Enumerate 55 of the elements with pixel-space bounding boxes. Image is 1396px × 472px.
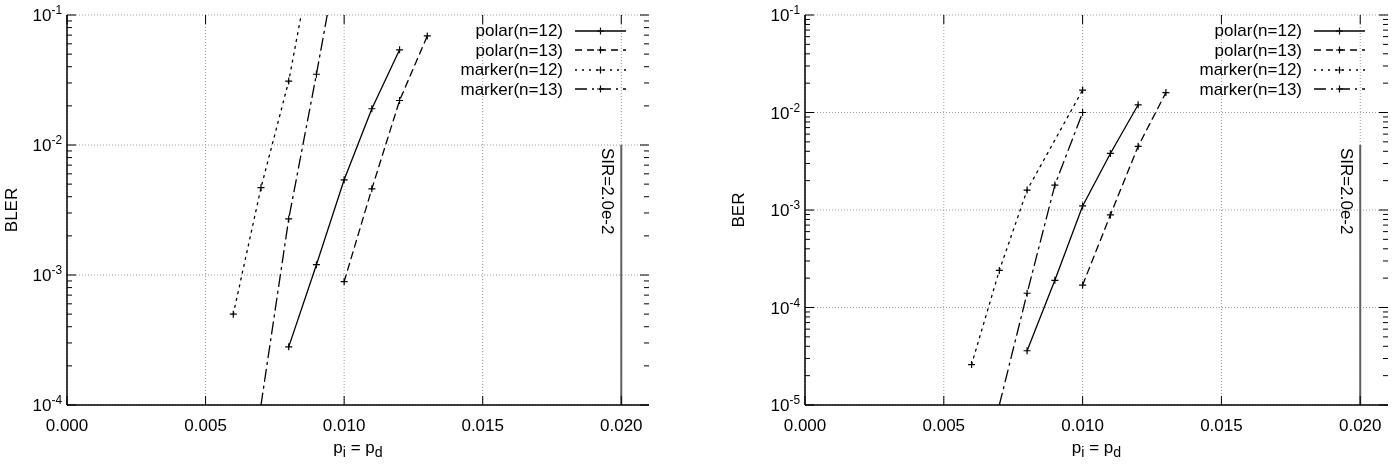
point (284, 214, 293, 224)
point (1134, 100, 1143, 109)
x-tick-label: 0.005 (184, 416, 227, 435)
legend-label: polar(n=13) (475, 40, 563, 60)
legend-label: marker(n=12) (460, 60, 563, 80)
point (284, 77, 293, 86)
point (1050, 276, 1059, 285)
point (1161, 88, 1170, 97)
legend-label: marker(n=13) (1199, 79, 1302, 99)
point (423, 31, 432, 41)
x-axis-title: p$_{i}$ = p$_{d}$ (333, 437, 383, 463)
x-tick-label: 0.020 (600, 416, 643, 435)
x-tick-label: 0.015 (1200, 416, 1243, 435)
x-tick-label: 0.010 (1061, 416, 1104, 435)
point (1023, 186, 1032, 195)
point (1023, 289, 1032, 298)
y-tick-label: 10$^{-4}$ (770, 295, 801, 318)
x-axis-title: p$_{i}$ = p$_{d}$ (1071, 437, 1122, 463)
point (1078, 85, 1087, 95)
y-tick-label: 10$^{-4}$ (32, 393, 63, 415)
y-tick-label: 10$^{-2}$ (32, 133, 63, 155)
legend-label: marker(n=12) (1199, 60, 1302, 80)
y-tick-label: 10$^{-2}$ (770, 100, 801, 123)
y-tick-label: 10$^{-1}$ (32, 3, 63, 25)
point (284, 342, 293, 351)
y-tick-label: 10$^{-5}$ (770, 393, 801, 415)
point (367, 184, 376, 193)
x-tick-label: 0.010 (322, 416, 366, 435)
point (340, 175, 349, 184)
y-axis-title: BLER (2, 187, 22, 233)
point (229, 310, 238, 319)
point (1050, 181, 1059, 190)
point (1023, 346, 1032, 355)
x-tick-label: 0.000 (45, 416, 89, 435)
ref-line-label: SIR=2.0e-2 (598, 148, 618, 235)
point (1134, 142, 1143, 151)
x-tick-label: 0.020 (1338, 416, 1382, 435)
point (1078, 201, 1087, 211)
legend-label: marker(n=13) (460, 79, 563, 99)
point (1078, 280, 1087, 290)
y-tick-label: 10$^{-3}$ (32, 263, 63, 285)
x-tick-label: 0.005 (922, 416, 966, 435)
legend-label: polar(n=12) (475, 21, 563, 41)
point (1106, 210, 1115, 220)
legend-label: polar(n=13) (1214, 40, 1302, 60)
y-tick-label: 10$^{-1}$ (770, 3, 801, 25)
y-tick-label: 10$^{-3}$ (770, 198, 801, 220)
x-tick-label: 0.015 (461, 416, 504, 435)
point (256, 183, 266, 192)
point (367, 104, 376, 113)
y-axis-title: BER (729, 192, 749, 228)
x-tick-label: 0.000 (783, 416, 827, 435)
point (340, 277, 349, 286)
legend-label: polar(n=12) (1214, 21, 1302, 41)
ref-line-label: SIR=2.0e-2 (1337, 148, 1357, 235)
